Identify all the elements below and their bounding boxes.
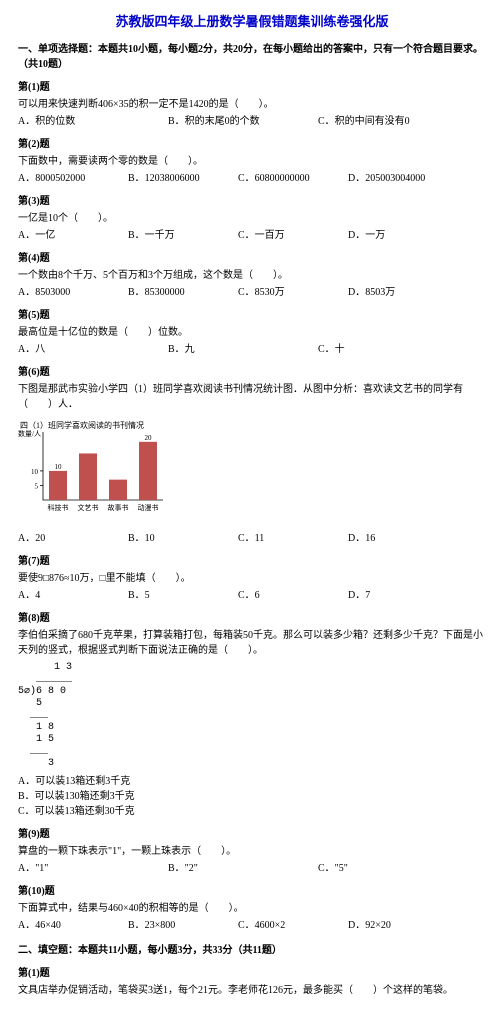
q9-opt-c: C．"5" — [318, 861, 468, 876]
q1-text: 可以用来快速判断406×35的积一定不是1420的是（ ）。 — [18, 97, 486, 112]
q1-opt-b: B．积的末尾0的个数 — [168, 114, 318, 129]
q2-opt-b: B．12038006000 — [128, 171, 238, 186]
q6-opt-c: C．11 — [238, 531, 348, 546]
q9-opt-b: B．"2" — [168, 861, 318, 876]
q7-opt-b: B．5 — [128, 588, 238, 603]
q1-label: 第(1)题 — [18, 80, 486, 95]
q7-opt-c: C．6 — [238, 588, 348, 603]
q7-options: A．4 B．5 C．6 D．7 — [18, 588, 486, 603]
q5-options: A．八 B．九 C．十 — [18, 342, 486, 357]
q6-opt-b: B．10 — [128, 531, 238, 546]
q10-opt-d: D．92×20 — [348, 918, 458, 933]
q9-text: 算盘的一颗下珠表示"1"，一颗上珠表示（ ）。 — [18, 844, 486, 859]
q9-options: A．"1" B．"2" C．"5" — [18, 861, 486, 876]
q8-label: 第(8)题 — [18, 611, 486, 626]
q2-opt-a: A．8000502000 — [18, 171, 128, 186]
q9-opt-a: A．"1" — [18, 861, 168, 876]
page-title: 苏教版四年级上册数学暑假错题集训练卷强化版 — [18, 12, 486, 32]
q2-options: A．8000502000 B．12038006000 C．60800000000… — [18, 171, 486, 186]
q3-label: 第(3)题 — [18, 194, 486, 209]
q3-opt-c: C．一百万 — [238, 228, 348, 243]
q1-options: A．积的位数 B．积的末尾0的个数 C．积的中间有没有0 — [18, 114, 486, 129]
q4-opt-b: B．85300000 — [128, 285, 238, 300]
q4-opt-c: C．8530万 — [238, 285, 348, 300]
q7-label: 第(7)题 — [18, 554, 486, 569]
q8-opt-a: A．可以装13箱还剩3千克 — [18, 774, 486, 789]
svg-text:文艺书: 文艺书 — [78, 503, 99, 512]
svg-text:10: 10 — [55, 462, 63, 470]
q3-opt-d: D．一万 — [348, 228, 458, 243]
svg-text:数量/人: 数量/人 — [18, 429, 41, 438]
q5-opt-c: C．十 — [318, 342, 468, 357]
q2-opt-c: C．60800000000 — [238, 171, 348, 186]
q7-opt-d: D．7 — [348, 588, 458, 603]
svg-text:故事书: 故事书 — [108, 503, 129, 512]
q10-options: A．46×40 B．23×800 C．4600×2 D．92×20 — [18, 918, 486, 933]
q3-text: 一亿是10个（ ）。 — [18, 211, 486, 226]
q8-opt-c: C．可以装13箱还剩30千克 — [18, 804, 486, 819]
q6-label: 第(6)题 — [18, 365, 486, 380]
q6-opt-a: A．20 — [18, 531, 128, 546]
svg-text:10: 10 — [31, 467, 39, 475]
section1-head: 一、单项选择题：本题共10小题，每小题2分，共20分，在每小题给出的答案中，只有… — [18, 42, 486, 72]
q2-label: 第(2)题 — [18, 137, 486, 152]
q2-opt-d: D．205003004000 — [348, 171, 458, 186]
q3-options: A．一亿 B．一千万 C．一百万 D．一万 — [18, 228, 486, 243]
section2-head: 二、填空题：本题共11小题，每小题3分，共33分（共11题） — [18, 943, 486, 958]
q9-label: 第(9)题 — [18, 827, 486, 842]
q4-opt-a: A．8503000 — [18, 285, 128, 300]
q8-text: 李伯伯采摘了680千克苹果，打算装箱打包，每箱装50千克。那么可以装多少箱？还剩… — [18, 628, 486, 658]
q7-opt-a: A．4 — [18, 588, 128, 603]
svg-text:5: 5 — [35, 482, 39, 490]
q3-opt-a: A．一亿 — [18, 228, 128, 243]
q10-label: 第(10)题 — [18, 884, 486, 899]
q6-chart: 四（1）班同学喜欢阅读的书刊情况数量/人 5 10 10 科技书文艺书故事书 20 动漫书 — [18, 418, 486, 523]
q8-options: A．可以装13箱还剩3千克 B．可以装130箱还剩3千克 C．可以装13箱还剩3… — [18, 774, 486, 819]
q3-opt-b: B．一千万 — [128, 228, 238, 243]
q6-text: 下图是那武市实验小学四（1）班同学喜欢阅读书刊情况统计图．从图中分析：喜欢读文艺… — [18, 382, 486, 412]
svg-text:科技书: 科技书 — [48, 503, 69, 512]
q1-opt-c: C．积的中间有没有0 — [318, 114, 468, 129]
q6-opt-d: D．16 — [348, 531, 458, 546]
q10-opt-c: C．4600×2 — [238, 918, 348, 933]
q11-label: 第(1)题 — [18, 966, 486, 981]
q10-text: 下面算式中，结果与460×40的积相等的是（ ）。 — [18, 901, 486, 916]
q6-options: A．20 B．10 C．11 D．16 — [18, 531, 486, 546]
q4-options: A．8503000 B．85300000 C．8530万 D．8503万 — [18, 285, 486, 300]
q5-opt-a: A．八 — [18, 342, 168, 357]
q6-chart-svg: 四（1）班同学喜欢阅读的书刊情况数量/人 5 10 10 科技书文艺书故事书 20 动漫书 — [18, 418, 168, 518]
q5-label: 第(5)题 — [18, 308, 486, 323]
q2-text: 下面数中，需要读两个零的数是（ ）。 — [18, 154, 486, 169]
q8-opt-b: B．可以装130箱还剩3千克 — [18, 789, 486, 804]
q5-text: 最高位是十亿位的数是（ ）位数。 — [18, 325, 486, 340]
svg-text:20: 20 — [145, 433, 153, 441]
q10-opt-a: A．46×40 — [18, 918, 128, 933]
q1-opt-a: A．积的位数 — [18, 114, 168, 129]
q11-text: 文具店举办促销活动，笔袋买3送1，每个21元。李老师花126元，最多能买（ ）个… — [18, 983, 486, 998]
svg-text:动漫书: 动漫书 — [138, 503, 159, 512]
q4-label: 第(4)题 — [18, 251, 486, 266]
svg-text:四（1）班同学喜欢阅读的书刊情况: 四（1）班同学喜欢阅读的书刊情况 — [20, 420, 144, 430]
q10-opt-b: B．23×800 — [128, 918, 238, 933]
q7-text: 要使9□876≈10万，□里不能填（ ）。 — [18, 571, 486, 586]
q4-opt-d: D．8503万 — [348, 285, 458, 300]
q5-opt-b: B．九 — [168, 342, 318, 357]
q8-longdiv: 1 3 ______ 5⌀)6 8 0 5 ___ 1 8 1 5 ___ 3 — [18, 662, 486, 770]
q4-text: 一个数由8个千万、5个百万和3个万组成，这个数是（ ）。 — [18, 268, 486, 283]
